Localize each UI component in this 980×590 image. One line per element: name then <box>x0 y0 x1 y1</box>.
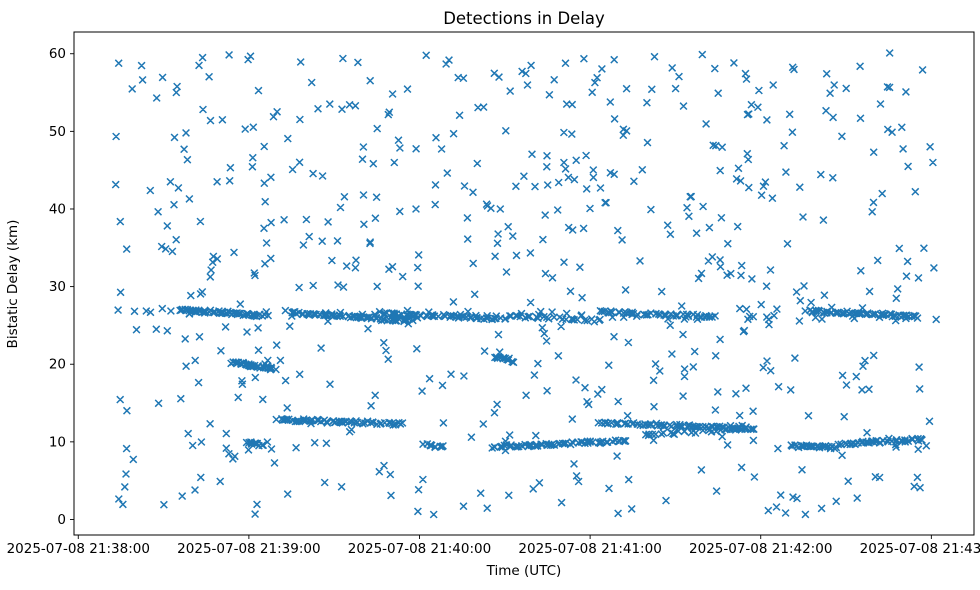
axis-tick-labels: 2025-07-08 21:38:00 2025-07-08 21:39:00 20… <box>7 46 980 557</box>
y-tick-label: 20 <box>49 357 66 373</box>
x-tick-label: 2025-07-08 21:43:00 <box>860 541 980 557</box>
x-tick-label: 2025-07-08 21:38:00 <box>7 541 150 557</box>
y-tick-label: 0 <box>57 512 66 528</box>
y-tick-label: 30 <box>49 279 66 295</box>
scatter-points <box>111 49 941 519</box>
y-tick-label: 40 <box>49 201 66 217</box>
axis-ticks <box>70 53 932 539</box>
y-tick-label: 10 <box>49 434 66 450</box>
x-tick-label: 2025-07-08 21:40:00 <box>348 541 491 557</box>
x-tick-label: 2025-07-08 21:41:00 <box>518 541 661 557</box>
x-axis-label: Time (UTC) <box>486 563 562 579</box>
y-tick-label: 60 <box>49 46 66 62</box>
x-tick-label: 2025-07-08 21:42:00 <box>689 541 832 557</box>
x-tick-label: 2025-07-08 21:39:00 <box>177 541 320 557</box>
plot-border <box>73 31 975 536</box>
chart-title: Detections in Delay <box>443 9 605 28</box>
y-axis-label: Bistatic Delay (km) <box>5 220 21 349</box>
y-tick-label: 50 <box>49 124 66 140</box>
